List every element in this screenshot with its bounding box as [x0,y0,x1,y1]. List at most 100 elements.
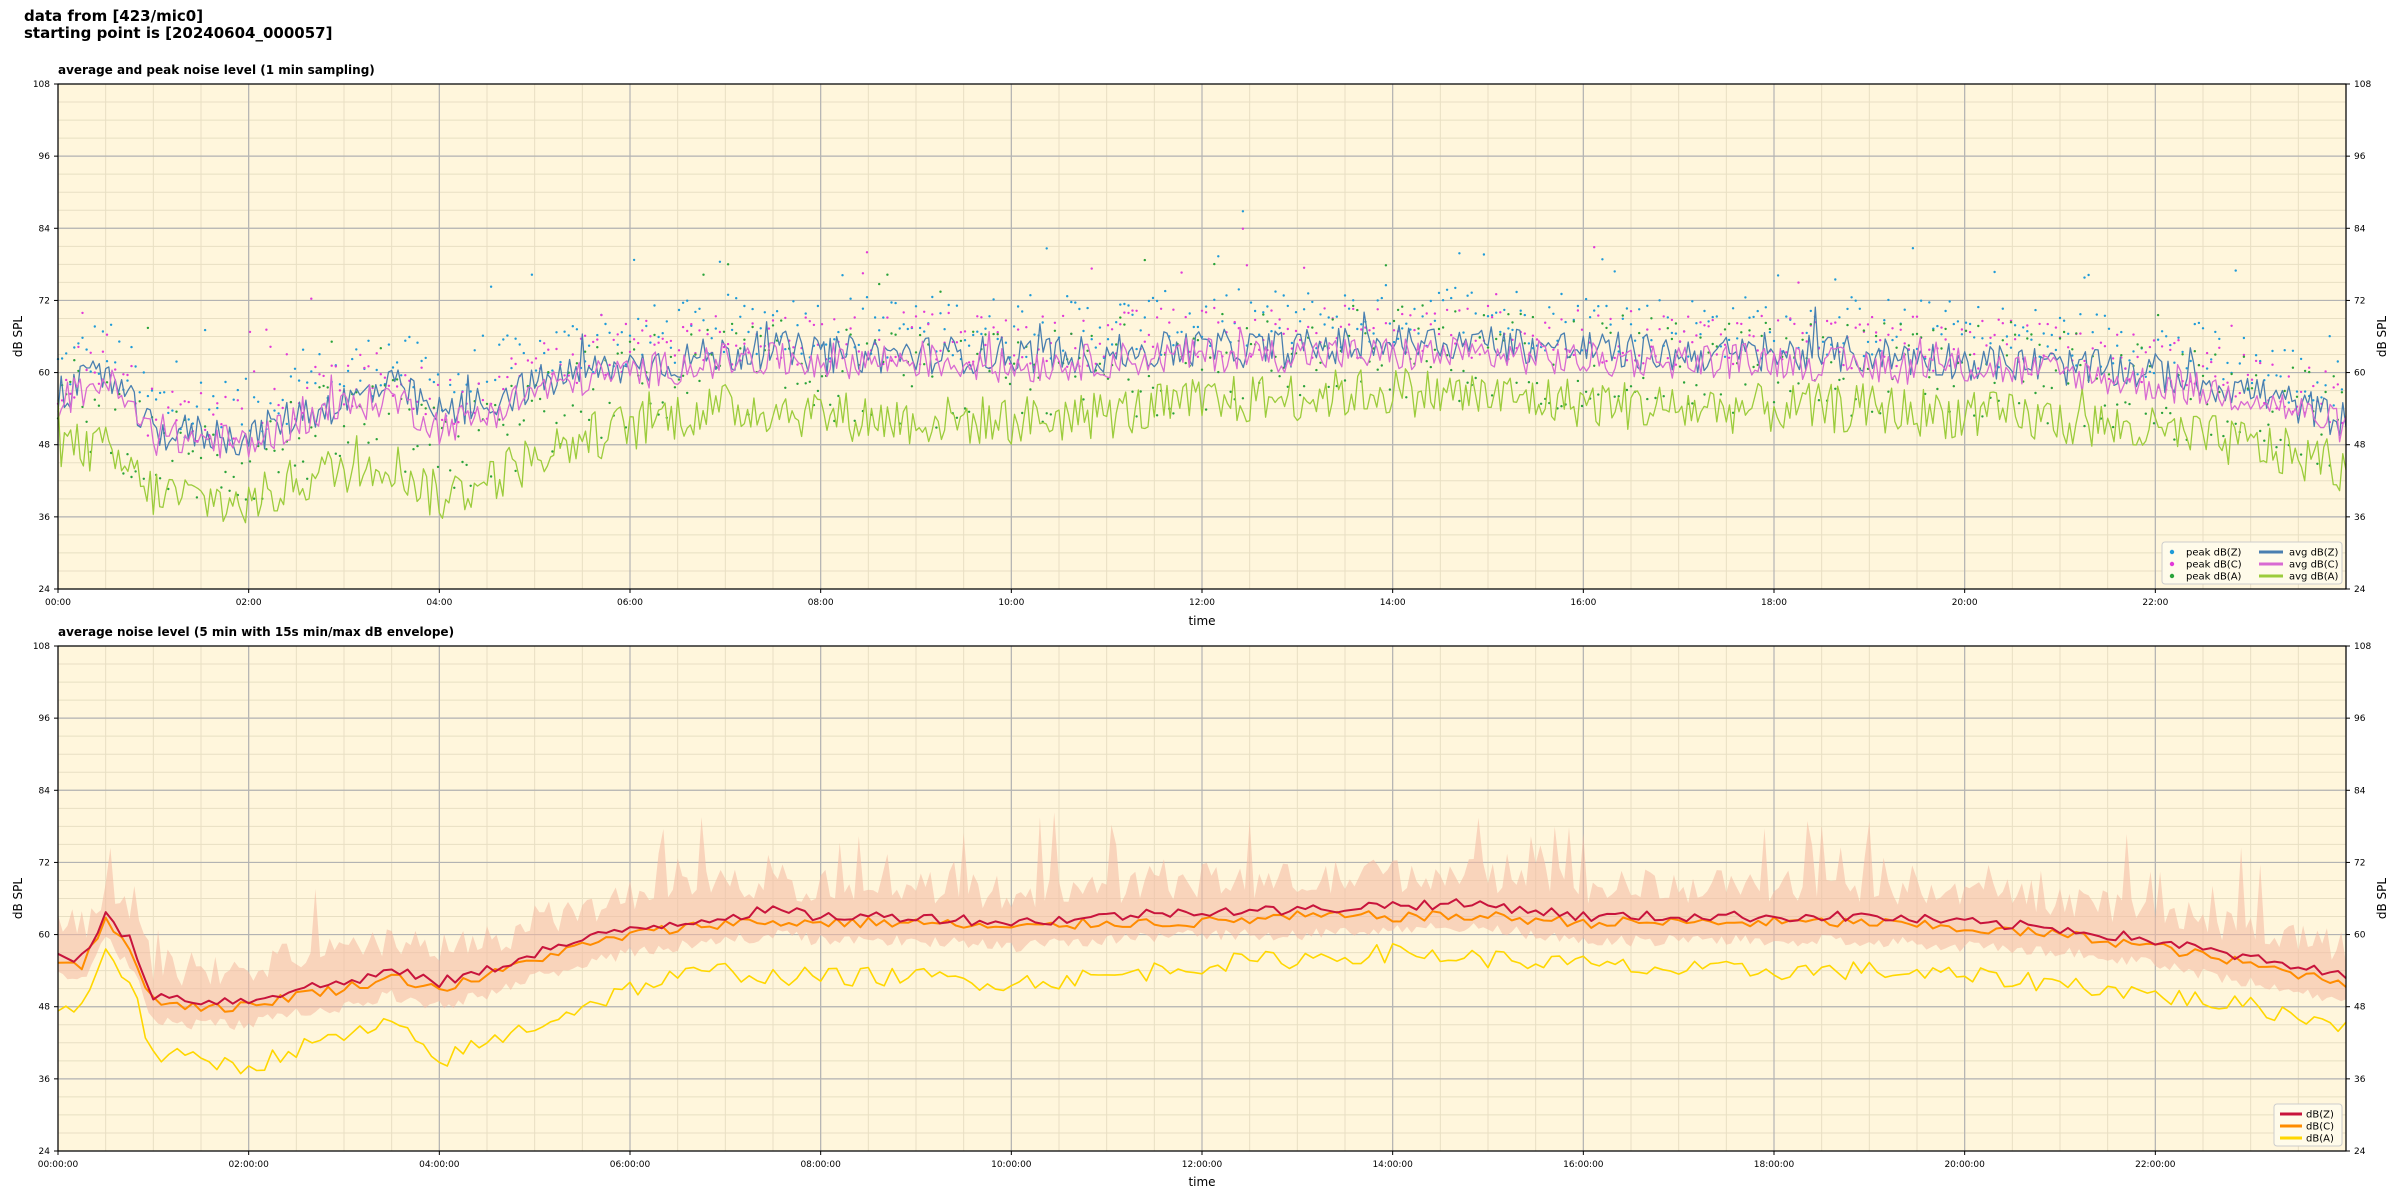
peak-point [898,327,901,330]
peak-point [2201,327,2205,330]
peak-point [1928,301,1931,304]
peak-point [726,293,730,296]
peak-point [2160,411,2164,415]
peak-point [195,496,199,499]
peak-point [1695,384,1698,387]
peak-point [865,342,869,345]
peak-point [126,379,129,382]
peak-point [518,343,521,346]
peak-point [1360,323,1363,326]
peak-point [1638,331,1641,335]
peak-point [1613,395,1616,398]
peak-point [2005,343,2009,346]
peak-point [771,314,775,317]
peak-point [1523,342,1527,345]
peak-point [669,355,673,359]
peak-point [1944,309,1947,313]
peak-point [592,340,595,344]
peak-point [1213,306,1216,310]
peak-point [1883,319,1886,322]
peak-point [1932,369,1935,372]
peak-point [2316,462,2319,465]
peak-point [391,379,395,382]
peak-point [1944,338,1947,341]
x-tick-label: 10:00 [998,598,1024,608]
peak-point [1874,340,1878,343]
peak-point [1462,369,1465,373]
peak-point [346,441,350,444]
peak-point [563,414,566,417]
peak-point [522,419,525,422]
peak-point [1703,309,1706,313]
y-tick-label-right: 72 [2354,296,2365,306]
peak-point [1159,307,1163,310]
peak-point [628,340,632,343]
peak-point [878,329,881,332]
peak-point [1049,413,1053,416]
peak-point [530,399,534,402]
peak-point [1392,329,1396,332]
peak-point [1678,365,1682,368]
peak-point [1887,298,1890,302]
peak-point [2001,322,2005,325]
peak-point [1045,359,1048,363]
peak-point [1466,294,1469,297]
peak-point [1911,315,1915,318]
peak-point [171,390,174,393]
y-tick-label: 96 [39,714,51,724]
y-tick-label-right: 72 [2354,858,2365,868]
peak-point [1311,300,1314,304]
peak-point [1662,395,1665,398]
peak-point [1033,333,1036,336]
peak-point [1682,381,1686,384]
peak-point [122,373,125,376]
peak-point [1515,290,1518,294]
peak-point [865,296,869,299]
peak-point [1421,315,1424,318]
peak-point [277,412,280,415]
peak-point [150,389,154,392]
peak-point [2140,346,2143,349]
peak-point [1801,338,1804,341]
y-tick-label: 24 [39,1147,51,1157]
peak-point [1106,377,1110,380]
peak-point [1789,389,1792,393]
peak-point [2013,338,2017,341]
peak-point [514,337,517,340]
peak-point [2185,367,2188,370]
legend-label: dB(A) [2306,1134,2334,1145]
peak-point [1674,332,1678,335]
peak-point [322,384,325,388]
peak-point [203,328,207,332]
peak-point [212,433,215,436]
peak-point [2038,343,2041,346]
x-tick-label: 10:00:00 [991,1160,1032,1170]
peak-point [371,385,374,388]
peak-point [105,333,109,336]
peak-point [1425,312,1428,315]
peak-point [1809,323,1813,326]
peak-point [338,389,342,392]
peak-point [2234,422,2237,425]
peak-point [142,371,145,374]
peak-point [2062,330,2066,334]
peak-point [301,348,305,351]
peak-point [988,369,991,373]
peak-point [1315,331,1318,335]
peak-point [1274,290,1277,293]
peak-point [592,388,595,391]
peak-point [2071,354,2074,357]
peak-point [2173,438,2176,441]
peak-point [1102,355,1106,358]
peak-point [216,453,219,457]
peak-point [375,368,378,372]
peak-point [1858,307,1862,310]
peak-point [996,331,999,334]
peak-point [1053,329,1057,332]
peak-point [739,315,742,318]
peak-point [1858,323,1862,326]
peak-point [2079,313,2082,316]
peak-point [2210,433,2213,436]
peak-point [1286,304,1290,308]
peak-point [1785,351,1788,354]
